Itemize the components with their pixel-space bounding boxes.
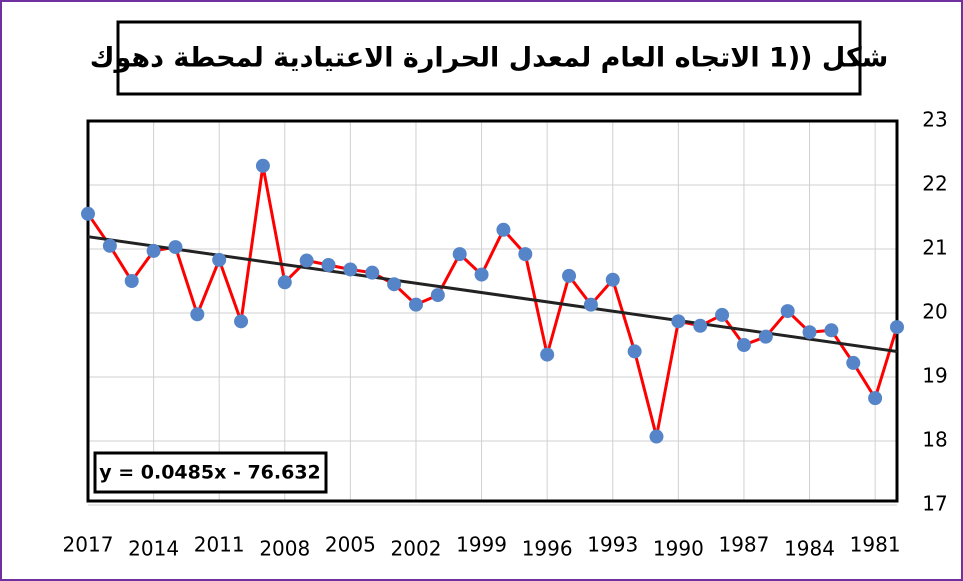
data-point [583, 297, 598, 312]
data-point [168, 240, 183, 255]
data-point [824, 323, 839, 338]
y-tick-label: 17 [922, 492, 947, 516]
data-point [343, 262, 358, 277]
x-tick-label: 1999 [456, 533, 507, 557]
x-tick-label: 1984 [784, 537, 835, 561]
data-point [387, 277, 402, 292]
x-tick-label: 2011 [194, 533, 245, 557]
data-point [540, 347, 555, 362]
data-point [758, 329, 773, 344]
data-point [868, 391, 883, 406]
data-point [299, 253, 314, 268]
y-tick-label: 21 [922, 236, 947, 260]
x-tick-label: 1987 [718, 533, 769, 557]
data-point [562, 268, 577, 283]
data-point [736, 338, 751, 352]
x-tick-label: 2005 [325, 533, 376, 557]
y-tick-label: 19 [922, 364, 947, 388]
data-point [452, 247, 467, 262]
data-point [124, 274, 139, 288]
x-tick-label: 2017 [63, 533, 114, 557]
data-point [518, 247, 533, 262]
x-tick-label: 2014 [128, 537, 179, 561]
y-tick-label: 22 [922, 172, 947, 196]
trend-equation: y = 0.0485x - 76.632 [99, 462, 321, 484]
data-point [81, 206, 95, 221]
y-tick-label: 20 [922, 300, 947, 324]
data-point [190, 307, 205, 322]
plot-frame [86, 119, 899, 503]
title-box [116, 20, 862, 96]
data-point [780, 304, 795, 319]
x-tick-label: 2008 [259, 537, 310, 561]
data-point [846, 355, 861, 370]
data-point [234, 314, 249, 329]
data-point [255, 158, 270, 173]
data-point [802, 325, 817, 340]
data-point [277, 275, 292, 290]
y-tick-label: 23 [922, 108, 947, 132]
x-tick-label: 1981 [850, 533, 901, 557]
data-point [212, 252, 227, 267]
data-point [496, 222, 511, 237]
data-point [474, 267, 489, 282]
data-point [605, 272, 620, 287]
x-tick-label: 2002 [391, 537, 442, 561]
data-point [102, 238, 117, 253]
y-tick-label: 18 [922, 428, 947, 452]
data-point [693, 318, 708, 333]
x-tick-label: 1993 [587, 533, 638, 557]
data-point [146, 243, 161, 258]
data-point [715, 307, 730, 322]
x-tick-label: 1996 [522, 537, 573, 561]
data-point [671, 314, 686, 329]
chart-title: شكل ((1 الاتجاه العام لمعدل الحرارة الاع… [90, 43, 889, 74]
data-point [430, 288, 445, 303]
equation-box [93, 451, 328, 494]
data-point [321, 258, 336, 272]
data-point [408, 297, 423, 312]
data-point [365, 265, 380, 280]
data-point [890, 320, 904, 335]
data-point [649, 429, 664, 444]
x-tick-label: 1990 [653, 537, 704, 561]
data-point [627, 344, 642, 359]
